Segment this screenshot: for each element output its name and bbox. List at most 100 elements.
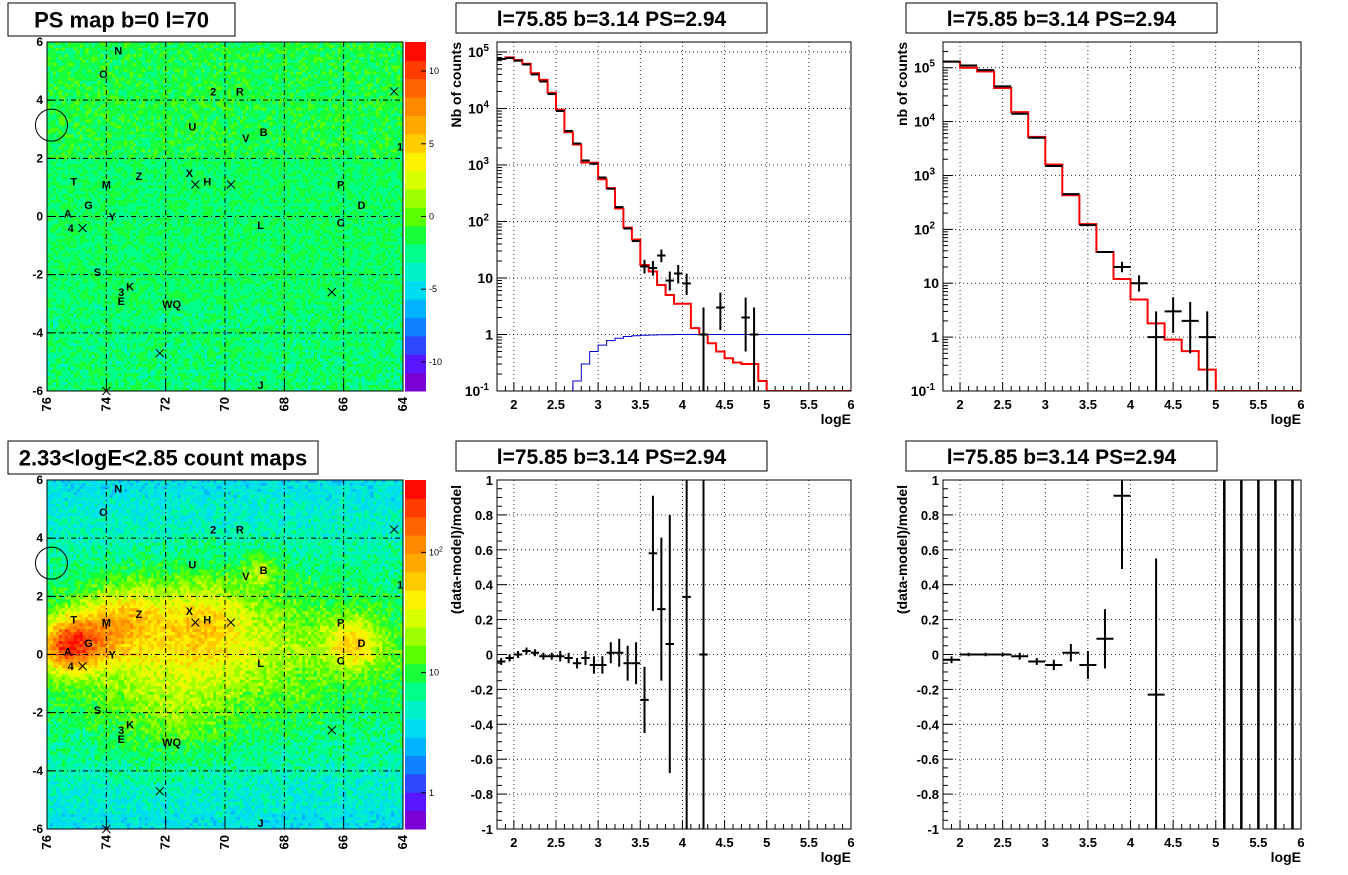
heatmap-cell: [287, 81, 290, 84]
heatmap-cell: [228, 42, 231, 45]
heatmap-cell: [350, 87, 353, 90]
heatmap-cell: [71, 54, 74, 57]
heatmap-cell: [201, 54, 204, 57]
heatmap-cell: [142, 111, 145, 114]
heatmap-cell: [293, 120, 296, 123]
heatmap-cell: [151, 102, 154, 105]
heatmap-cell: [71, 72, 74, 75]
heatmap-cell: [350, 54, 353, 57]
heatmap-cell: [86, 54, 89, 57]
heatmap-cell: [198, 111, 201, 114]
heatmap-cell: [234, 111, 237, 114]
heatmap-cell: [183, 51, 186, 54]
heatmap-cell: [53, 93, 56, 96]
heatmap-cell: [302, 120, 305, 123]
heatmap-cell: [382, 51, 385, 54]
heatmap-cell: [160, 45, 163, 48]
heatmap-cell: [323, 90, 326, 93]
heatmap-cell: [50, 66, 53, 69]
heatmap-cell: [127, 117, 130, 120]
heatmap-cell: [367, 87, 370, 90]
heatmap-cell: [124, 99, 127, 102]
heatmap-cell: [204, 54, 207, 57]
heatmap-cell: [86, 117, 89, 120]
heatmap-cell: [284, 105, 287, 108]
heatmap-cell: [80, 66, 83, 69]
heatmap-cell: [151, 84, 154, 87]
heatmap-cell: [124, 114, 127, 117]
heatmap-cell: [80, 60, 83, 63]
heatmap-cell: [394, 54, 397, 57]
heatmap-cell: [207, 63, 210, 66]
heatmap-cell: [335, 69, 338, 72]
heatmap-cell: [284, 102, 287, 105]
heatmap-cell: [86, 84, 89, 87]
heatmap-cell: [335, 84, 338, 87]
heatmap-cell: [62, 45, 65, 48]
heatmap-cell: [154, 72, 157, 75]
heatmap-cell: [207, 69, 210, 72]
heatmap-cell: [335, 51, 338, 54]
heatmap-cell: [350, 63, 353, 66]
heatmap-cell: [376, 42, 379, 45]
heatmap-cell: [192, 54, 195, 57]
heatmap-cell: [204, 51, 207, 54]
heatmap-cell: [139, 81, 142, 84]
heatmap-cell: [157, 60, 160, 63]
heatmap-cell: [186, 66, 189, 69]
heatmap-cell: [183, 42, 186, 45]
heatmap-cell: [142, 120, 145, 123]
heatmap-cell: [169, 42, 172, 45]
heatmap-cell: [222, 111, 225, 114]
heatmap-cell: [397, 63, 400, 66]
heatmap-cell: [219, 78, 222, 81]
heatmap-cell: [326, 93, 329, 96]
heatmap-cell: [186, 51, 189, 54]
heatmap-cell: [329, 75, 332, 78]
heatmap-cell: [284, 93, 287, 96]
heatmap-cell: [272, 75, 275, 78]
heatmap-cell: [50, 105, 53, 108]
heatmap-cell: [50, 57, 53, 60]
heatmap-cell: [344, 72, 347, 75]
heatmap-cell: [267, 81, 270, 84]
heatmap-cell: [204, 93, 207, 96]
heatmap-cell: [370, 78, 373, 81]
heatmap-cell: [225, 48, 228, 51]
heatmap-cell: [370, 54, 373, 57]
heatmap-cell: [148, 111, 151, 114]
heatmap-cell: [370, 93, 373, 96]
heatmap-cell: [115, 90, 118, 93]
heatmap-cell: [175, 75, 178, 78]
heatmap-cell: [62, 57, 65, 60]
heatmap-cell: [145, 105, 148, 108]
heatmap-cell: [252, 96, 255, 99]
heatmap-cell: [56, 102, 59, 105]
heatmap-cell: [382, 78, 385, 81]
heatmap-cell: [385, 111, 388, 114]
heatmap-cell: [192, 45, 195, 48]
heatmap-cell: [62, 78, 65, 81]
heatmap-cell: [74, 102, 77, 105]
heatmap-cell: [246, 45, 249, 48]
heatmap-cell: [293, 87, 296, 90]
heatmap-cell: [148, 123, 151, 126]
heatmap-cell: [323, 111, 326, 114]
heatmap-cell: [94, 69, 97, 72]
heatmap-cell: [47, 111, 50, 114]
heatmap-cell: [68, 63, 71, 66]
heatmap-cell: [130, 117, 133, 120]
heatmap-cell: [302, 81, 305, 84]
heatmap-cell: [344, 105, 347, 108]
heatmap-cell: [172, 90, 175, 93]
heatmap-cell: [370, 81, 373, 84]
heatmap-cell: [145, 81, 148, 84]
heatmap-cell: [382, 63, 385, 66]
heatmap-cell: [145, 60, 148, 63]
heatmap-cell: [305, 87, 308, 90]
heatmap-cell: [130, 72, 133, 75]
heatmap-cell: [183, 57, 186, 60]
heatmap-cell: [204, 90, 207, 93]
heatmap-cell: [86, 57, 89, 60]
heatmap-cell: [77, 96, 80, 99]
